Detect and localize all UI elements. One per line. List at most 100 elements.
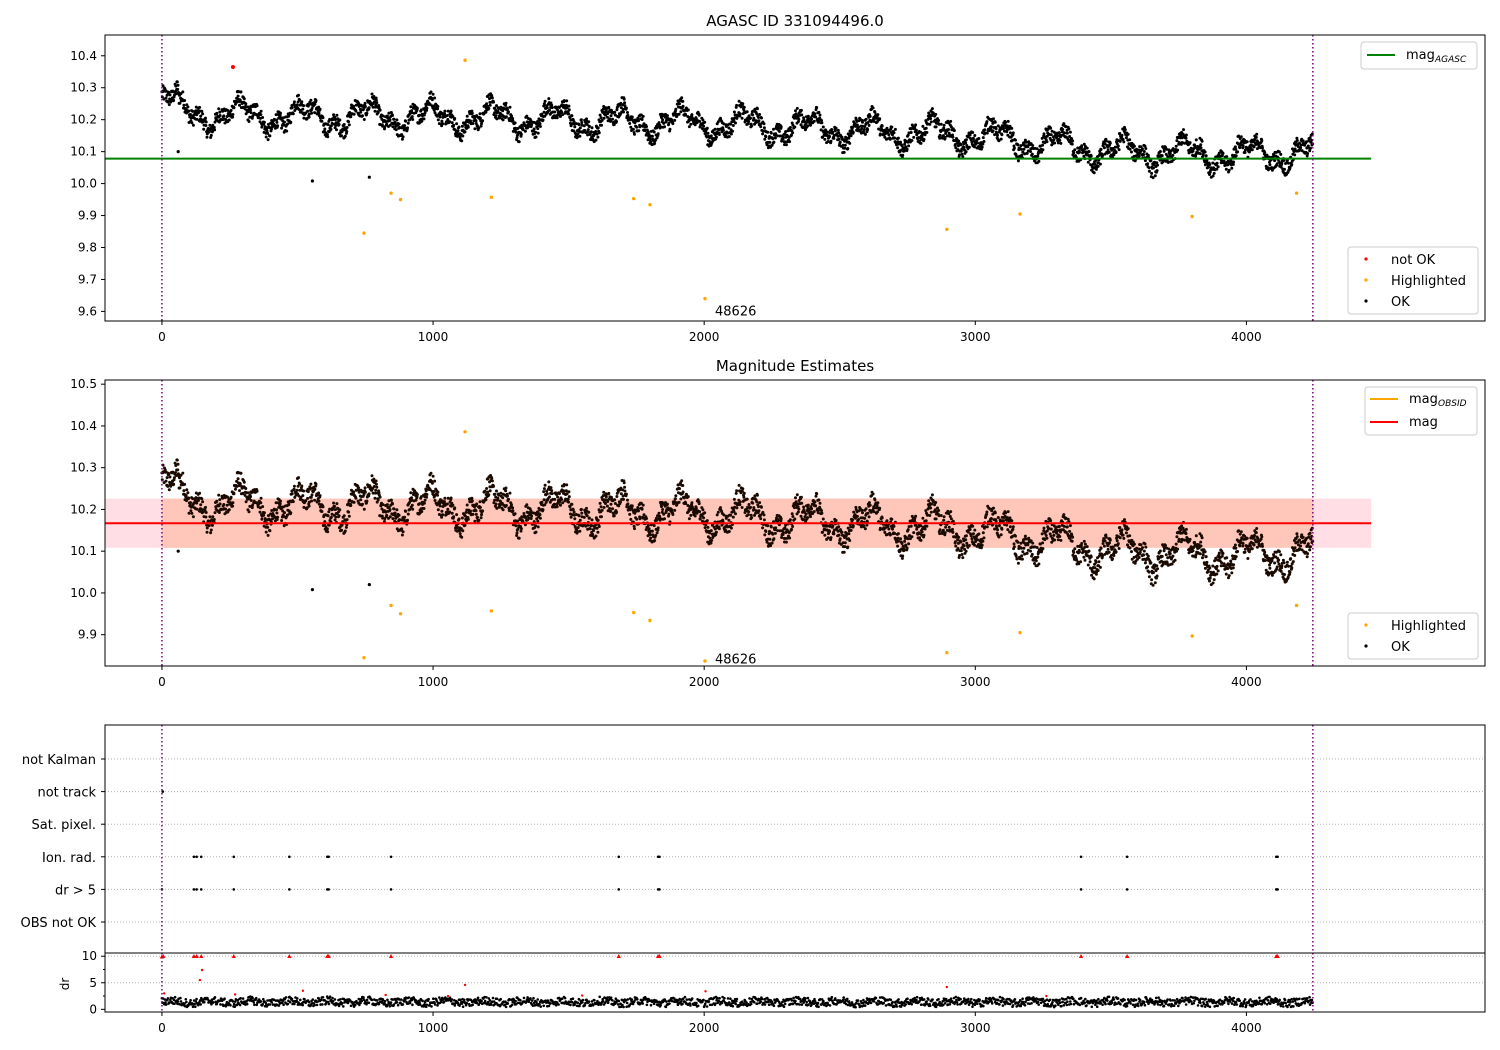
ok-point — [791, 123, 795, 127]
ok-point — [187, 511, 191, 515]
ok-point — [851, 130, 855, 134]
y-tick-label: 10.0 — [70, 177, 97, 191]
ok-point — [585, 506, 588, 510]
panel-2-title: Magnitude Estimates — [716, 357, 874, 375]
x-tick-label: 4000 — [1231, 330, 1262, 344]
ok-point — [795, 106, 799, 110]
ok-point — [912, 135, 916, 139]
ok-point — [542, 498, 546, 502]
ok-point — [1224, 167, 1228, 171]
ok-point — [655, 126, 659, 130]
ok-point — [464, 510, 468, 514]
ok-point — [928, 122, 932, 126]
ok-point — [660, 505, 663, 509]
ok-point — [175, 80, 179, 84]
ok-point — [588, 133, 592, 136]
ok-point — [848, 141, 852, 145]
ok-point — [1078, 150, 1081, 154]
ok-point — [764, 135, 768, 139]
ok-point — [702, 124, 706, 128]
ok-point — [727, 530, 731, 533]
ok-point — [790, 512, 794, 516]
ok-point — [679, 497, 683, 501]
ok-point — [596, 530, 600, 534]
ok-point — [866, 121, 870, 125]
ok-point — [460, 139, 464, 143]
legend-ok: OK — [1391, 295, 1410, 310]
ok-point — [391, 517, 395, 521]
ok-point — [218, 110, 222, 114]
ok-point — [452, 515, 456, 519]
ok-point — [197, 109, 201, 113]
ok-point — [218, 498, 222, 502]
ok-point — [540, 500, 544, 504]
ok-point — [176, 83, 180, 87]
ok-point — [791, 515, 795, 518]
ok-point — [202, 127, 206, 131]
ok-point — [204, 505, 207, 509]
ok-point — [624, 106, 628, 110]
ok-point — [419, 495, 423, 499]
ok-point — [436, 490, 440, 494]
ok-point — [763, 137, 767, 141]
ok-point — [788, 140, 792, 144]
ok-point — [649, 536, 653, 540]
ok-point — [291, 112, 295, 116]
ok-point — [568, 116, 572, 120]
ok-point — [770, 541, 774, 545]
ok-point — [1053, 141, 1057, 145]
ok-point — [1147, 169, 1151, 173]
ok-point — [572, 510, 576, 514]
ok-point — [652, 130, 656, 134]
ok-point — [749, 116, 752, 120]
ok-point — [182, 489, 186, 493]
ok-point — [893, 127, 897, 131]
ok-point — [791, 525, 795, 528]
ok-point — [662, 121, 666, 125]
ok-point — [362, 507, 366, 511]
ok-point — [182, 103, 186, 107]
ok-point — [197, 498, 200, 502]
ok-point — [542, 104, 546, 108]
ok-point — [1243, 151, 1247, 154]
ok-point — [737, 99, 741, 103]
ok-point — [836, 128, 840, 132]
ok-point — [306, 104, 310, 108]
ok-point — [1237, 134, 1241, 138]
ok-point — [436, 493, 439, 497]
ok-point — [422, 501, 426, 505]
ok-point — [836, 134, 840, 138]
ok-point — [334, 515, 338, 519]
ok-point — [615, 495, 619, 498]
ok-point — [1203, 150, 1207, 154]
ok-point — [372, 95, 376, 98]
ok-point — [580, 511, 584, 515]
ok-point — [460, 516, 464, 520]
ok-point — [613, 498, 617, 502]
ok-point — [804, 512, 808, 516]
ok-point — [715, 513, 719, 517]
ok-point — [1126, 132, 1130, 136]
ok-point — [361, 114, 364, 118]
ok-point — [532, 127, 536, 131]
ok-point — [1016, 159, 1020, 163]
ok-point — [274, 501, 278, 505]
ok-point — [190, 511, 194, 515]
ok-point — [495, 489, 498, 493]
ok-point — [164, 479, 168, 483]
ok-point — [218, 114, 222, 117]
y-tick-label: 10.2 — [70, 113, 97, 127]
ok-point — [971, 131, 975, 134]
ok-point — [1225, 155, 1229, 159]
ok-point — [310, 179, 315, 183]
ok-point — [702, 516, 706, 520]
ok-point — [942, 126, 946, 130]
ok-point — [745, 497, 749, 501]
ok-point — [703, 526, 707, 530]
ok-point — [788, 126, 792, 129]
ok-point — [189, 113, 192, 116]
ok-point — [374, 96, 378, 100]
ok-point — [197, 496, 201, 500]
ok-point — [499, 500, 502, 503]
ok-point — [501, 496, 505, 500]
